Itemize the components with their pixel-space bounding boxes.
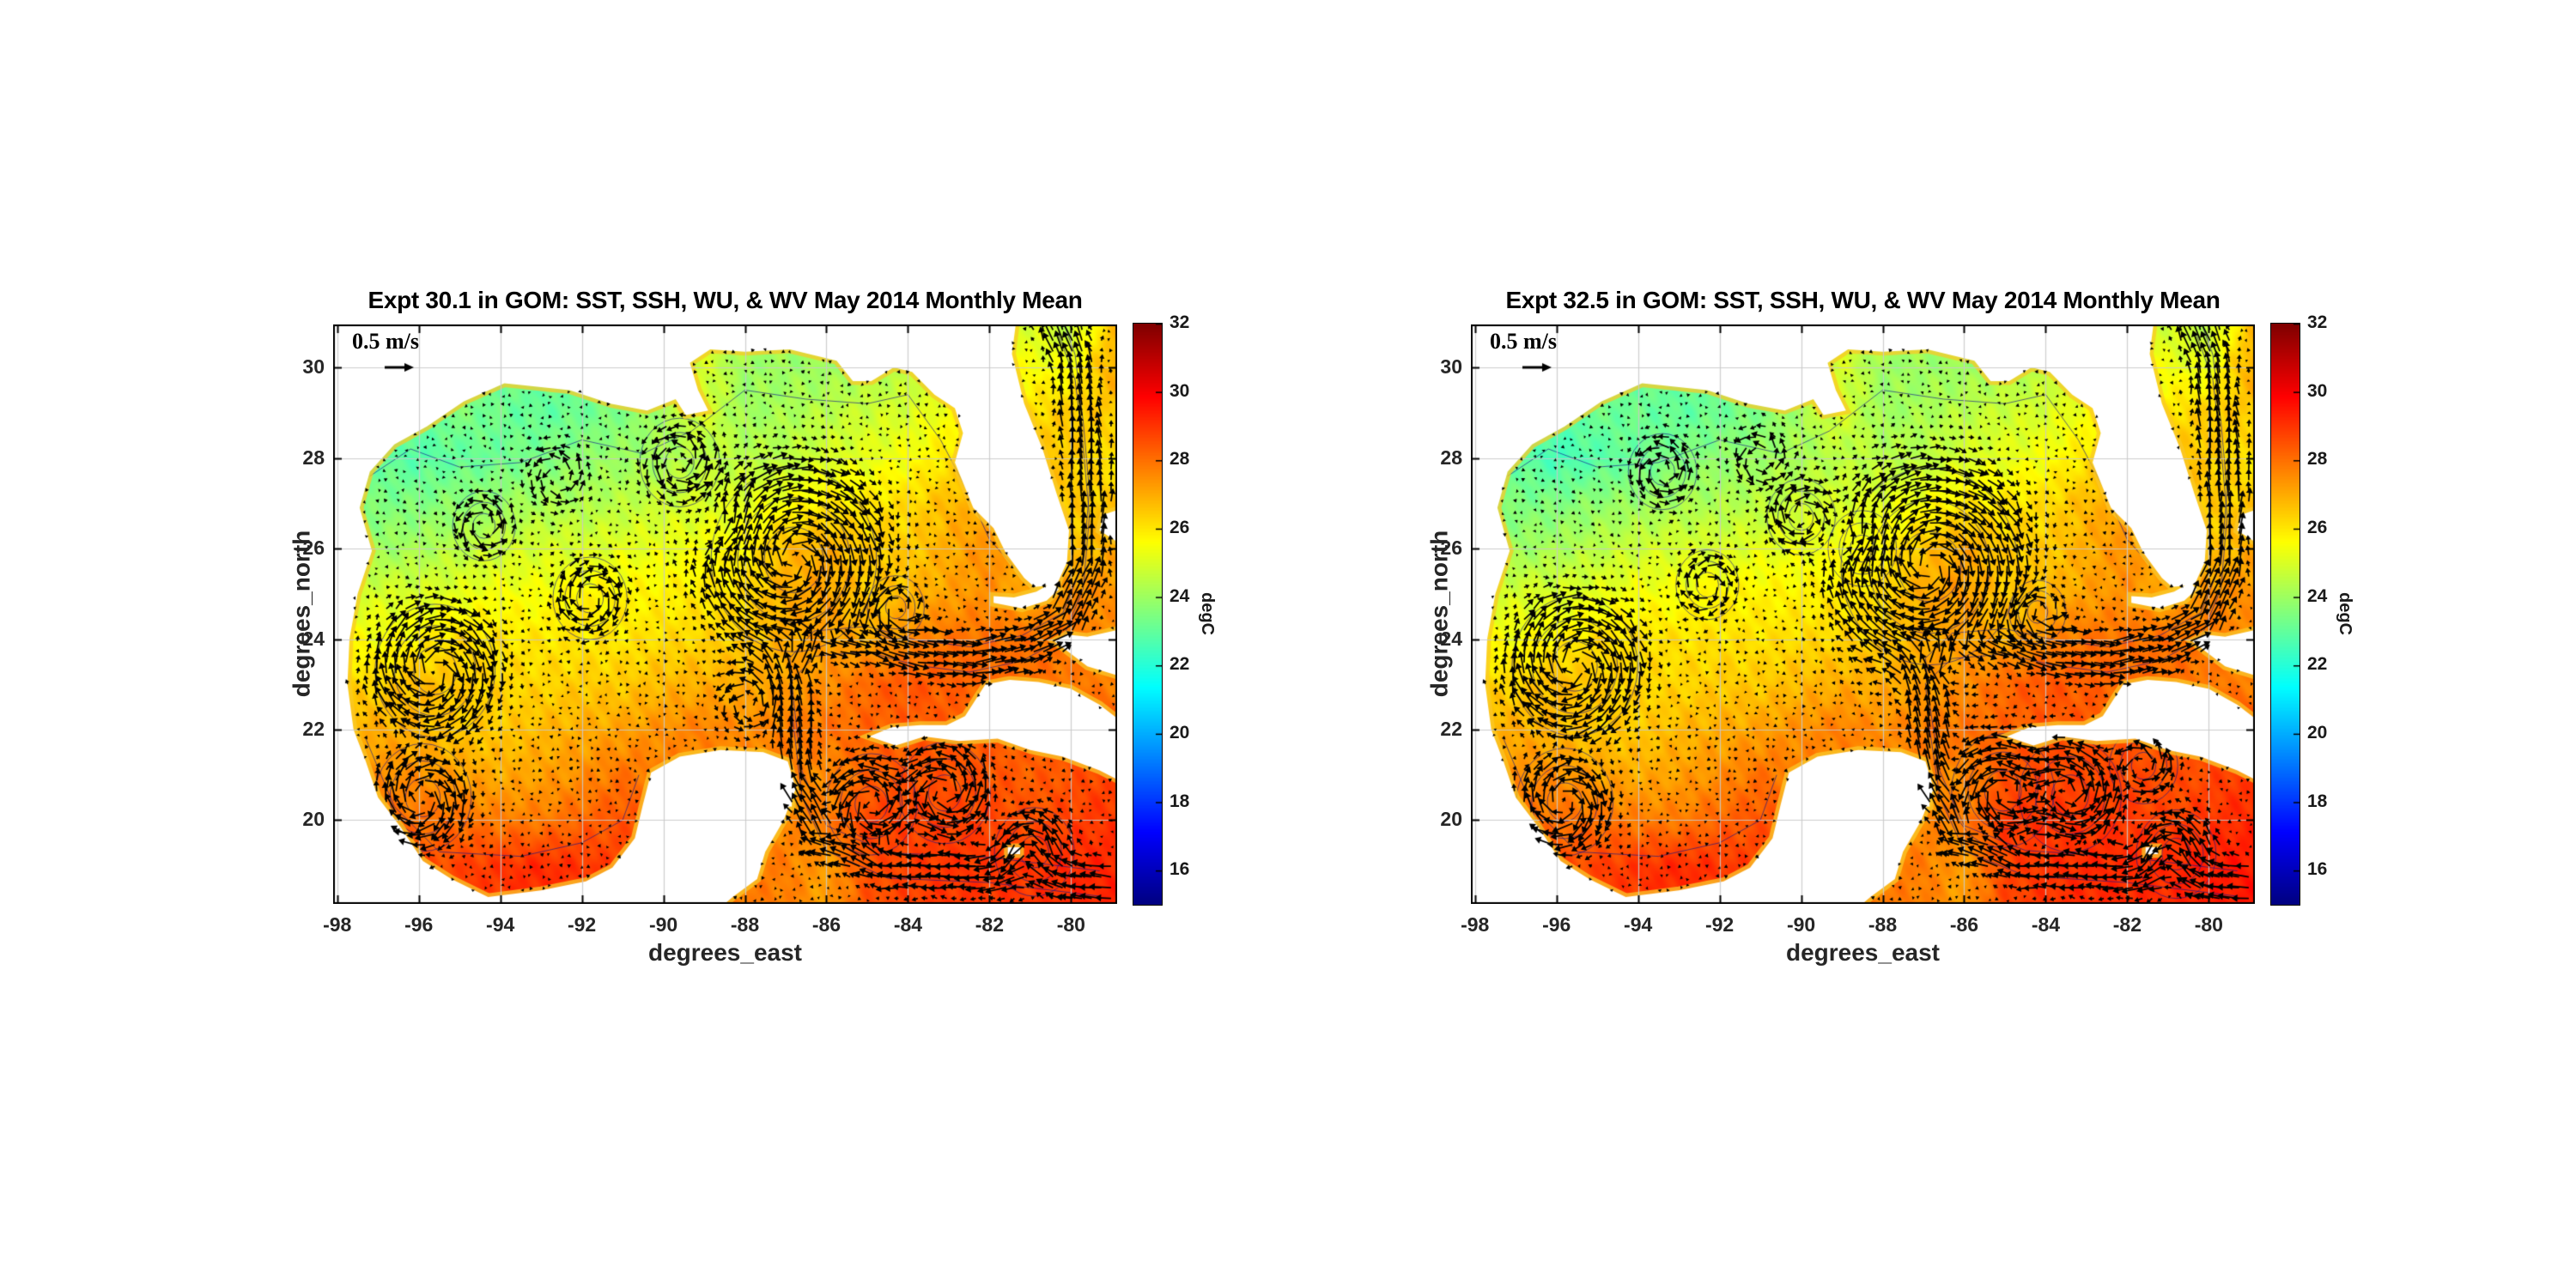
plot-box-left	[333, 324, 1117, 904]
colorbar-tick-label: 28	[2307, 449, 2328, 470]
quiver-key-label-left: 0.5 m/s	[352, 329, 419, 354]
colorbar-tick-label: 30	[2307, 380, 2328, 401]
colorbar-left	[1133, 323, 1163, 906]
colorbar-tick-label: 16	[1170, 859, 1190, 880]
colorbar-tick-label: 32	[1170, 312, 1190, 332]
x-tick-label: -98	[323, 913, 352, 936]
y-tick-label: 20	[302, 808, 325, 831]
colorbar-tick-label: 26	[2307, 517, 2328, 537]
y-tick-label: 22	[302, 717, 325, 740]
x-tick-label: -80	[1056, 913, 1085, 936]
colorbar-tick-label: 22	[2307, 654, 2328, 675]
colorbar-tick-label: 16	[2307, 859, 2328, 880]
x-tick-label: -84	[2031, 913, 2061, 936]
y-tick-label: 24	[302, 627, 325, 650]
x-tick-label: -82	[2112, 913, 2142, 936]
x-tick-label: -84	[893, 913, 923, 936]
x-tick-label: -94	[486, 913, 515, 936]
panel-title-expt-32-5: Expt 32.5 in GOM: SST, SSH, WU, & WV May…	[1505, 287, 2221, 313]
colorbar-tick-label: 20	[1170, 722, 1190, 743]
x-tick-label: -98	[1461, 913, 1490, 936]
plot-box-right	[1471, 324, 2255, 904]
x-tick-label: -96	[1542, 913, 1571, 936]
y-tick-label: 24	[1440, 627, 1462, 650]
colorbar-right	[2270, 323, 2300, 906]
x-tick-label: -96	[404, 913, 434, 936]
x-tick-label: -86	[811, 913, 841, 936]
x-axis-label-left: degrees_east	[647, 939, 802, 966]
colorbar-tick-label: 30	[1170, 380, 1190, 401]
colorbar-tick-label: 18	[1170, 791, 1190, 811]
colorbar-tick-label: 26	[1170, 517, 1190, 537]
x-tick-label: -80	[2194, 913, 2223, 936]
colorbar-tick-label: 18	[2307, 791, 2328, 811]
colorbar-tick-label: 22	[1170, 654, 1190, 675]
x-tick-label: -90	[648, 913, 678, 936]
y-tick-label: 26	[1440, 536, 1462, 560]
x-tick-label: -82	[975, 913, 1005, 936]
colorbar-tick-label: 28	[1170, 449, 1190, 470]
colorbar-tick-label: 20	[2307, 722, 2328, 743]
x-axis-label-right: degrees_east	[1785, 939, 1940, 966]
y-tick-label: 26	[302, 536, 325, 560]
x-tick-label: -88	[1868, 913, 1898, 936]
quiver-key-label-right: 0.5 m/s	[1490, 329, 1557, 354]
x-tick-label: -90	[1786, 913, 1816, 936]
panel-title-expt-30-1: Expt 30.1 in GOM: SST, SSH, WU, & WV May…	[368, 287, 1083, 313]
x-tick-label: -86	[1949, 913, 1979, 936]
x-tick-label: -94	[1624, 913, 1653, 936]
x-tick-label: -92	[1704, 913, 1735, 936]
colorbar-tick-label: 32	[2307, 312, 2328, 332]
colorbar-tick-label: 24	[1170, 585, 1190, 606]
y-tick-label: 20	[1440, 808, 1462, 831]
colorbar-tick-label: 24	[2307, 585, 2328, 606]
sst-quiver-map-right	[1471, 324, 2255, 904]
sst-quiver-map-left	[333, 324, 1117, 904]
x-tick-label: -92	[567, 913, 597, 936]
y-tick-label: 22	[1440, 717, 1462, 740]
y-tick-label: 30	[302, 355, 325, 379]
y-tick-label: 28	[1440, 446, 1462, 469]
y-tick-label: 28	[302, 446, 325, 469]
x-tick-label: -88	[730, 913, 760, 936]
y-tick-label: 30	[1440, 355, 1462, 379]
